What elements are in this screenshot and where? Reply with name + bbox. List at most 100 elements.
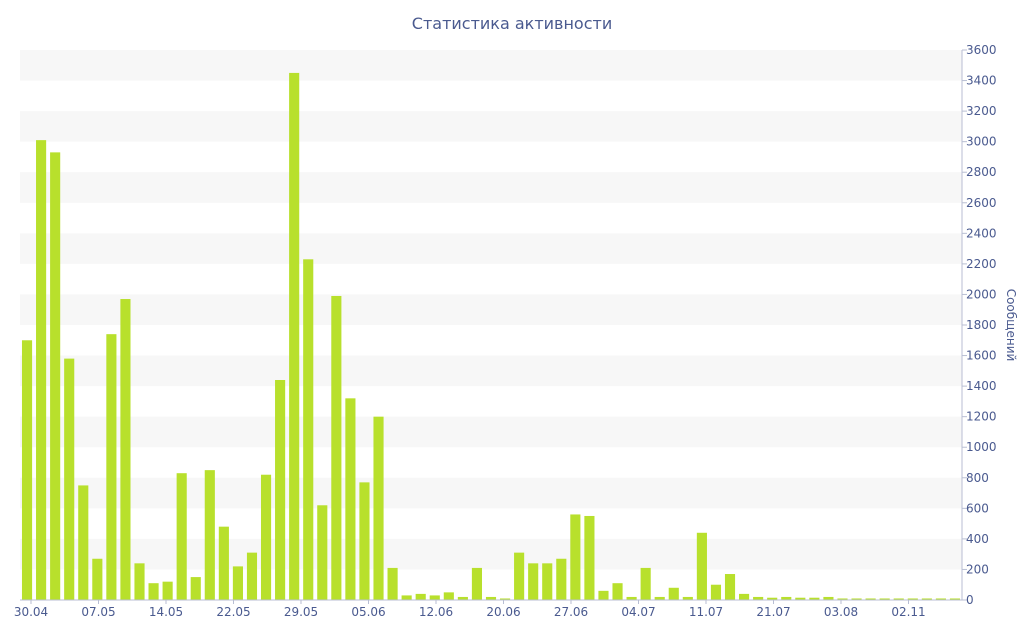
grid-band [20, 111, 962, 142]
x-tick-label: 03.08 [824, 605, 858, 619]
grid-band [20, 233, 962, 264]
bar [64, 358, 75, 600]
bar [78, 485, 89, 600]
bar [373, 416, 384, 600]
grid-band [20, 294, 962, 325]
y-tick-label: 3000 [966, 135, 997, 149]
y-tick-label: 2800 [966, 165, 997, 179]
bar [710, 584, 722, 600]
y-tick-label: 2200 [966, 257, 997, 271]
bar [246, 552, 258, 600]
y-axis-label: Сообщений [1004, 289, 1018, 362]
bar [781, 596, 792, 600]
y-tick-label: 1800 [966, 318, 997, 332]
bar [795, 597, 806, 600]
bar [556, 558, 567, 600]
bar [50, 152, 61, 600]
bar [654, 596, 665, 600]
bar [289, 72, 300, 600]
y-tick-label: 2400 [966, 226, 997, 240]
bar [387, 567, 398, 600]
bar [176, 473, 187, 600]
x-tick-label: 30.04 [14, 605, 48, 619]
grid-band [20, 172, 962, 203]
bar [471, 567, 483, 600]
y-tick-label: 3400 [966, 74, 997, 88]
grid-band [20, 355, 962, 387]
bar [528, 563, 539, 600]
bar [204, 470, 215, 600]
y-tick-label: 200 [966, 562, 989, 576]
bar [429, 595, 440, 600]
bar [232, 566, 243, 600]
bar [542, 563, 553, 600]
bar [345, 398, 356, 600]
x-tick-label: 12.06 [419, 605, 453, 619]
bar [514, 552, 525, 600]
bar [415, 593, 426, 600]
bar [443, 592, 454, 600]
y-tick-label: 800 [966, 471, 989, 485]
bar [753, 596, 764, 600]
bar [162, 581, 173, 600]
bar [359, 482, 370, 600]
bar [148, 583, 159, 600]
bar [640, 567, 651, 600]
bar [865, 598, 876, 600]
bar [275, 380, 286, 600]
y-tick-label: 400 [966, 532, 989, 546]
x-tick-label: 07.05 [81, 605, 115, 619]
x-tick-label: 20.06 [486, 605, 520, 619]
y-tick-label: 3600 [966, 43, 997, 57]
bar [837, 598, 848, 600]
bar [106, 334, 117, 600]
bar [598, 590, 609, 600]
bar [303, 259, 314, 600]
bar [36, 140, 47, 600]
grid-band [20, 477, 962, 509]
x-tick-label: 29.05 [284, 605, 318, 619]
bar [682, 596, 693, 600]
bar [739, 593, 750, 600]
x-tick-label: 02.11 [891, 605, 925, 619]
x-tick-label: 27.06 [554, 605, 588, 619]
bar [935, 598, 946, 600]
bar [401, 595, 412, 600]
y-tick-label: 600 [966, 501, 989, 515]
y-tick-label: 1200 [966, 410, 997, 424]
bar [260, 474, 272, 600]
bar [921, 598, 932, 600]
bar [584, 515, 595, 600]
bar [668, 587, 679, 600]
bar [823, 596, 834, 600]
bar [907, 598, 918, 600]
x-tick-label: 04.07 [621, 605, 655, 619]
bar [134, 563, 145, 600]
bar [21, 340, 33, 600]
y-tick-label: 2600 [966, 196, 997, 210]
bar [331, 295, 342, 600]
y-tick-label: 1000 [966, 440, 997, 454]
bar [767, 597, 778, 600]
bar [949, 598, 961, 600]
grid-band [20, 538, 962, 570]
bar [879, 598, 890, 600]
bar [851, 598, 862, 600]
x-tick-label: 21.07 [756, 605, 790, 619]
chart-title: Статистика активности [411, 14, 613, 33]
bar [218, 526, 229, 600]
bar [120, 299, 131, 600]
bar [570, 514, 581, 600]
y-tick-label: 2000 [966, 287, 997, 301]
bar [190, 577, 201, 600]
x-tick-label: 14.05 [149, 605, 183, 619]
bar [893, 598, 904, 600]
y-tick-label: 0 [966, 593, 974, 607]
bar [485, 596, 497, 600]
bar [809, 597, 820, 600]
bar [317, 505, 328, 600]
bar [696, 532, 707, 600]
x-tick-label: 05.06 [351, 605, 385, 619]
y-tick-label: 3200 [966, 104, 997, 118]
